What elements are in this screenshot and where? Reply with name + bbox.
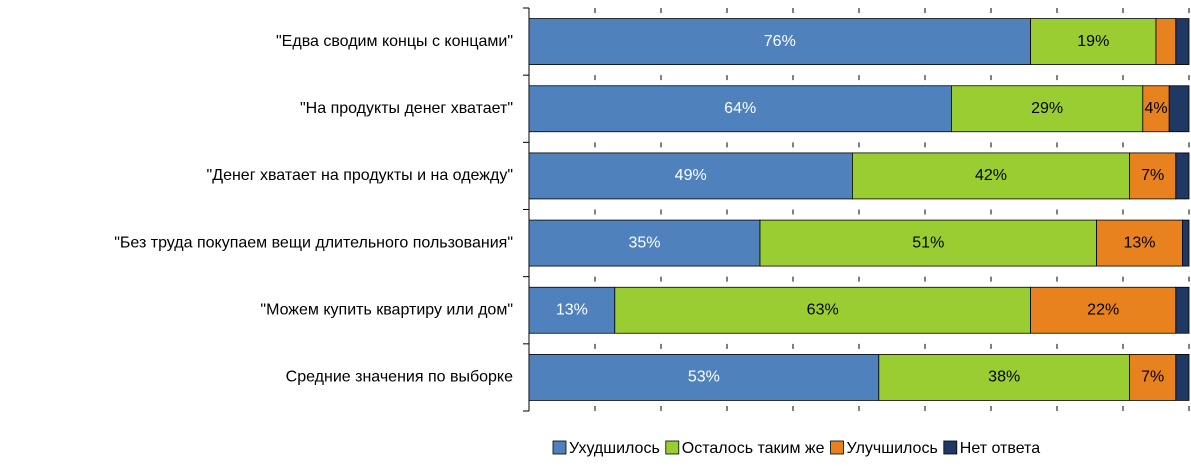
value-label: 29% <box>1031 100 1063 117</box>
category-label: "Можем купить квартиру или дом" <box>260 301 513 318</box>
bar-segment <box>1030 286 1177 334</box>
value-label: 35% <box>628 234 660 251</box>
legend-swatch <box>552 440 567 455</box>
legend-label: Осталось таким же <box>682 440 825 457</box>
bar-segment <box>1030 18 1157 65</box>
value-label: 38% <box>988 369 1020 386</box>
bar-segment <box>951 85 1144 133</box>
bar-segment <box>528 85 952 133</box>
bar-segment <box>852 152 1131 200</box>
legend-swatch <box>943 440 958 455</box>
value-label: 51% <box>912 234 944 251</box>
bar-segment <box>878 354 1130 401</box>
category-label: "На продукты денег хватает" <box>300 100 513 117</box>
value-label: 64% <box>724 100 756 117</box>
bar-segment <box>528 354 880 401</box>
value-label: 49% <box>675 167 707 184</box>
bar-segment <box>1155 18 1177 65</box>
category-label: "Едва сводим концы с концами" <box>276 33 513 50</box>
bar-segment <box>1168 85 1190 133</box>
value-label: 13% <box>1123 234 1155 251</box>
legend-swatch <box>665 440 680 455</box>
bar-segment <box>614 286 1031 334</box>
bar-segment <box>1096 219 1183 267</box>
bar-segment <box>1175 354 1190 401</box>
category-label: "Денег хватает на продукты и на одежду" <box>207 167 513 184</box>
value-label: 7% <box>1141 167 1164 184</box>
legend-label: Улучшилось <box>847 440 938 457</box>
bar-segment <box>528 18 1032 65</box>
bar-segment <box>1142 85 1170 133</box>
legend-label: Ухудшилось <box>569 440 660 457</box>
bar-segment <box>759 219 1098 267</box>
value-label: 19% <box>1077 33 1109 50</box>
legend-swatch <box>830 440 844 455</box>
bar-segment <box>528 152 853 200</box>
bar-segment <box>528 286 616 334</box>
bar-segment <box>1129 354 1177 401</box>
bar-segment <box>1175 152 1190 200</box>
bar-segment <box>1182 219 1190 267</box>
category-label: Средние значения по выборке <box>286 369 513 386</box>
value-label: 42% <box>975 167 1007 184</box>
bar-segment <box>1129 152 1177 200</box>
value-label: 63% <box>807 301 839 318</box>
value-label: 4% <box>1144 100 1167 117</box>
bar-segment <box>1175 286 1190 334</box>
value-label: 13% <box>556 301 588 318</box>
value-label: 7% <box>1141 369 1164 386</box>
value-label: 22% <box>1087 301 1119 318</box>
value-label: 76% <box>764 33 796 50</box>
category-label: "Без труда покупаем вещи длительного пол… <box>114 234 513 251</box>
value-label: 53% <box>688 369 720 386</box>
bar-segment <box>1175 18 1190 65</box>
legend-label: Нет ответа <box>960 440 1040 457</box>
